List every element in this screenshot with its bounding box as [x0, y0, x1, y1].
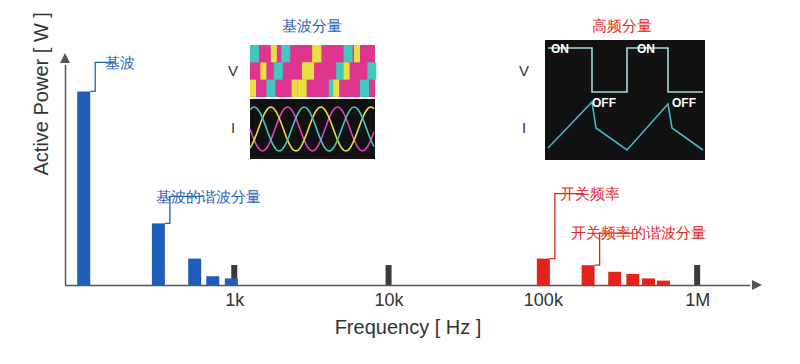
svg-text:100k: 100k — [524, 290, 564, 310]
svg-text:OFF: OFF — [592, 96, 616, 110]
svg-text:V: V — [519, 62, 529, 79]
svg-text:ON: ON — [637, 42, 655, 56]
svg-text:I: I — [522, 119, 526, 136]
svg-text:OFF: OFF — [672, 96, 696, 110]
svg-text:ON: ON — [551, 42, 569, 56]
svg-text:1k: 1k — [225, 290, 245, 310]
svg-text:I: I — [231, 119, 235, 136]
svg-text:基波分量: 基波分量 — [282, 17, 342, 34]
svg-text:开关频率: 开关频率 — [560, 185, 620, 202]
svg-text:基波的谐波分量: 基波的谐波分量 — [156, 188, 261, 205]
svg-text:基波: 基波 — [105, 54, 135, 71]
svg-text:Frequency [ Hz ]: Frequency [ Hz ] — [335, 316, 482, 338]
svg-text:开关频率的谐波分量: 开关频率的谐波分量 — [571, 224, 706, 241]
svg-text:Active Power [ W ]: Active Power [ W ] — [30, 12, 52, 175]
svg-text:1M: 1M — [685, 290, 710, 310]
svg-text:V: V — [228, 62, 238, 79]
svg-text:10k: 10k — [375, 290, 405, 310]
svg-text:高频分量: 高频分量 — [592, 17, 652, 34]
